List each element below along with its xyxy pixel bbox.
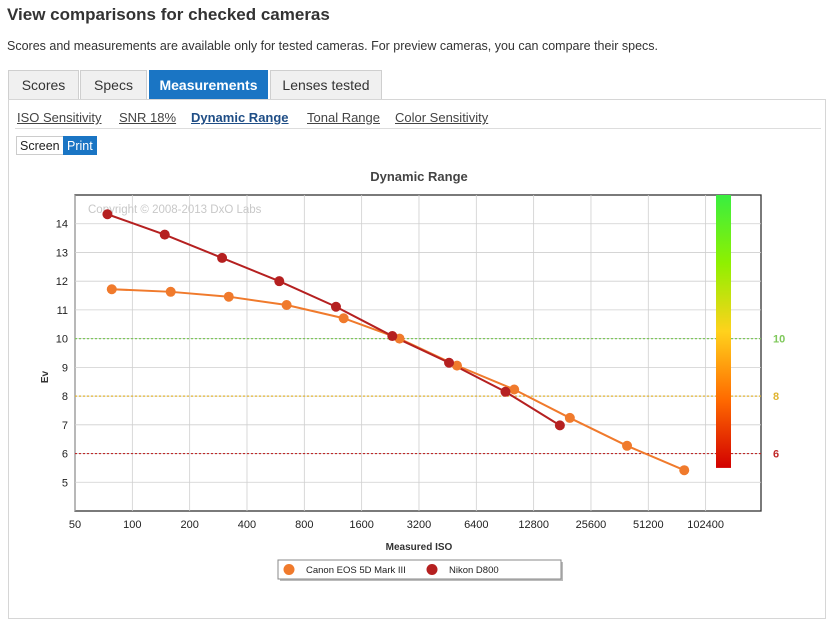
data-point — [554, 420, 565, 431]
y-tick-label: 12 — [56, 276, 68, 288]
y-tick-label: 9 — [62, 362, 68, 374]
x-tick-labels: 50 100 200 400 800 1600 3200 6400 12800 25600 5120… — [69, 519, 724, 531]
reference-line-label: 6 — [773, 449, 779, 461]
data-point — [159, 229, 170, 240]
page-intro: Scores and measurements are available on… — [7, 39, 658, 53]
tab-measurements[interactable]: Measurements — [149, 70, 268, 99]
data-point — [165, 286, 176, 297]
data-point — [451, 360, 462, 371]
x-tick-label: 102400 — [687, 519, 724, 531]
plot-area — [74, 194, 762, 512]
data-point — [330, 301, 341, 312]
tab-specs[interactable]: Specs — [80, 70, 147, 99]
legend-label: Canon EOS 5D Mark III — [306, 565, 406, 576]
x-tick-label: 6400 — [464, 519, 488, 531]
y-tick-label: 6 — [62, 449, 68, 461]
y-tick-label: 11 — [57, 305, 68, 317]
x-tick-label: 100 — [123, 519, 141, 531]
tab-scores[interactable]: Scores — [8, 70, 79, 99]
reference-line-label: 8 — [773, 391, 779, 403]
data-point — [223, 291, 234, 302]
chart-title: Dynamic Range — [370, 169, 468, 184]
subtab-divider — [15, 128, 821, 129]
data-point — [338, 313, 349, 324]
x-tick-label: 25600 — [576, 519, 607, 531]
x-tick-label: 400 — [238, 519, 256, 531]
legend-swatch — [426, 564, 438, 575]
y-axis-label: Ev — [40, 370, 51, 383]
y-tick-labels: 5 6 7 8 9 10 11 12 13 14 — [56, 219, 68, 490]
page-title: View comparisons for checked cameras — [7, 5, 330, 24]
data-point — [217, 252, 228, 263]
x-tick-label: 800 — [295, 519, 313, 531]
chart-legend: Canon EOS 5D Mark III Nikon D800 — [277, 559, 563, 581]
reference-line-label: 10 — [773, 334, 785, 346]
subtab-snr-18[interactable]: SNR 18% — [119, 110, 177, 125]
measurements-panel: ISO Sensitivity SNR 18% Dynamic Range To… — [8, 99, 826, 619]
subtab-color-sensitivity[interactable]: Color Sensitivity — [395, 110, 489, 125]
color-scale-bar — [716, 195, 731, 468]
legend-swatch — [283, 564, 295, 575]
x-tick-label: 3200 — [407, 519, 431, 531]
color-scale-gradient — [716, 195, 731, 468]
dynamic-range-chart: Dynamic Range Copyright © 2008-2013 DxO … — [40, 169, 785, 581]
tab-lenses-tested[interactable]: Lenses tested — [270, 70, 382, 99]
data-point — [564, 412, 575, 423]
subtab-iso-sensitivity[interactable]: ISO Sensitivity — [17, 110, 102, 125]
x-tick-label: 50 — [69, 519, 81, 531]
legend-box — [277, 559, 562, 580]
series-line — [111, 288, 685, 472]
y-tick-label: 14 — [56, 219, 68, 231]
data-point — [500, 386, 511, 397]
y-tick-label: 7 — [62, 420, 68, 432]
y-tick-label: 5 — [62, 477, 68, 489]
subtab-tonal-range[interactable]: Tonal Range — [307, 110, 380, 125]
data-point — [274, 276, 285, 287]
data-series — [102, 209, 690, 476]
x-tick-label: 200 — [180, 519, 198, 531]
x-axis-label: Measured ISO — [386, 542, 453, 553]
legend-label: Nikon D800 — [449, 565, 499, 576]
data-point — [622, 440, 633, 451]
series-line — [107, 213, 561, 427]
x-tick-label: 51200 — [633, 519, 664, 531]
chart-watermark: Copyright © 2008-2013 DxO Labs — [88, 204, 262, 216]
print-toggle-button[interactable]: Print — [63, 136, 97, 155]
y-tick-label: 10 — [56, 334, 68, 346]
grid-lines — [74, 195, 761, 511]
data-point — [679, 465, 690, 476]
data-point — [387, 331, 398, 342]
y-tick-label: 13 — [56, 247, 68, 259]
data-point — [106, 284, 117, 295]
data-point — [509, 384, 520, 395]
reference-lines: 10 8 6 — [75, 334, 785, 461]
data-point — [444, 357, 455, 368]
subtab-dynamic-range[interactable]: Dynamic Range — [191, 110, 289, 125]
x-tick-label: 1600 — [349, 519, 373, 531]
x-tick-label: 12800 — [518, 519, 549, 531]
data-point — [281, 300, 292, 311]
y-tick-label: 8 — [62, 391, 68, 403]
data-point — [102, 209, 113, 220]
